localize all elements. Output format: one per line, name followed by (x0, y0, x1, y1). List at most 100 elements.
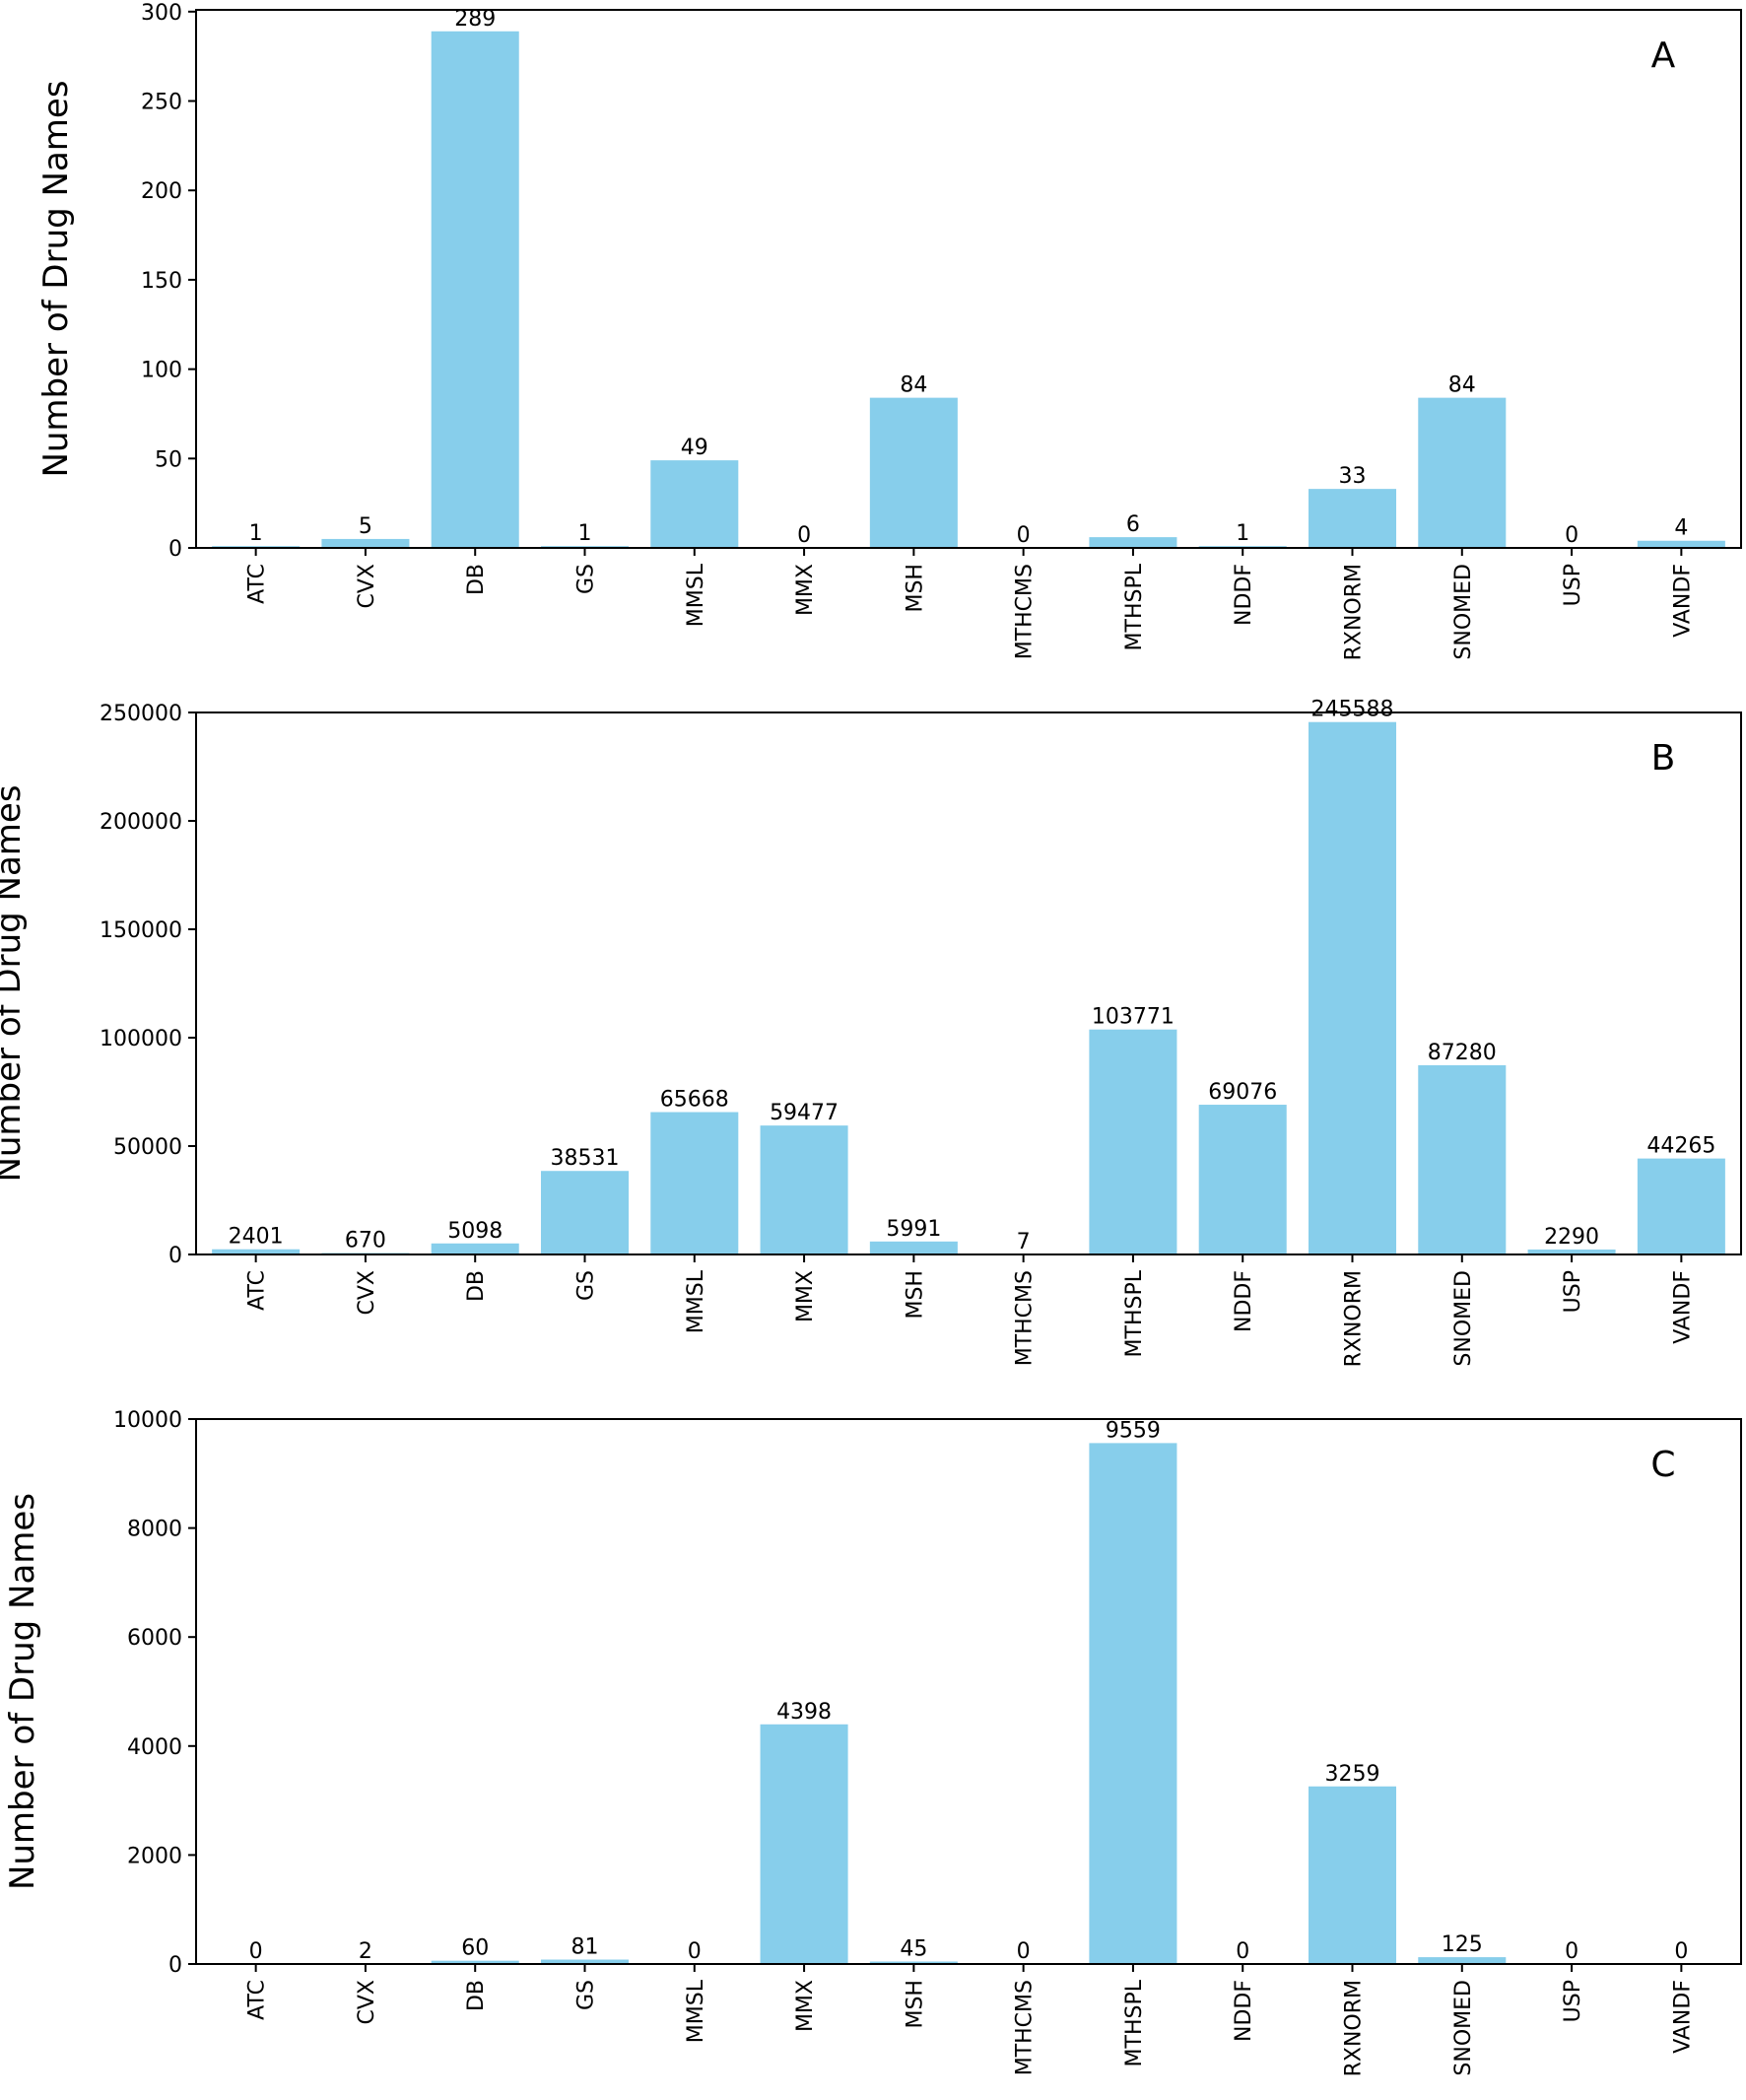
y-tick-label: 200000 (100, 810, 182, 835)
bar (1527, 1249, 1616, 1254)
x-tick-label: ATC (245, 564, 270, 604)
bar (760, 1125, 848, 1254)
data-label: 1 (249, 521, 263, 546)
panel-label: A (1651, 35, 1676, 76)
bar (540, 1171, 630, 1254)
data-label: 0 (1674, 1939, 1688, 1964)
data-label: 670 (345, 1229, 386, 1253)
data-label: 4398 (776, 1700, 832, 1725)
data-label: 2290 (1544, 1225, 1599, 1250)
x-tick-label: MTHSPL (1122, 1269, 1147, 1357)
x-tick-label: NDDF (1232, 1980, 1256, 2042)
y-tick-label: 250 (141, 91, 182, 115)
bar (1308, 721, 1397, 1254)
data-label: 84 (900, 373, 927, 398)
x-tick-label: NDDF (1232, 1270, 1256, 1332)
x-tick-label: RXNORM (1342, 1270, 1367, 1367)
x-tick-label: DB (464, 1980, 489, 2011)
chart-panel-c: 0 2 60 81 0 4398 45 0 9559 0 3259 125 0 0 0 2000 4000 600… (3, 1408, 1742, 2076)
panel-label: C (1650, 1445, 1675, 1485)
data-label: 1 (578, 521, 592, 546)
plot-frame (195, 711, 1742, 1255)
bar (321, 538, 410, 548)
y-tick-label: 10000 (113, 1408, 182, 1433)
bar (1308, 489, 1397, 548)
data-label: 103771 (1092, 1005, 1175, 1030)
x-tick-label: CVX (355, 1270, 379, 1315)
x-tick-label: DB (464, 564, 489, 595)
bar (212, 1249, 301, 1254)
x-tick-label: USP (1561, 1270, 1585, 1313)
x-tick-label: MSH (903, 1270, 927, 1320)
data-label: 69076 (1208, 1080, 1277, 1105)
data-label: 0 (1565, 1939, 1578, 1964)
x-tick-label: MSH (903, 1980, 927, 2029)
x-tick-label: VANDF (1670, 564, 1695, 638)
x-tick-label: MSH (903, 564, 927, 613)
y-tick-label: 8000 (127, 1518, 182, 1542)
data-label: 2 (359, 1939, 372, 1964)
x-tick-label: MTHSPL (1122, 1979, 1147, 2066)
data-label: 5098 (447, 1219, 503, 1244)
data-label: 0 (1565, 523, 1578, 548)
data-label: 38531 (551, 1146, 620, 1171)
x-tick-label: MMSL (684, 1269, 708, 1333)
y-tick-label: 200 (141, 179, 182, 204)
x-tick-label: GS (574, 1270, 599, 1301)
data-label: 125 (1442, 1932, 1483, 1957)
x-tick-label: MTHSPL (1122, 563, 1147, 650)
bar (760, 1724, 848, 1964)
data-label: 9559 (1106, 1418, 1161, 1443)
bar (1089, 537, 1177, 548)
data-label: 0 (1236, 1939, 1249, 1964)
x-tick-label: CVX (355, 564, 379, 608)
bar (431, 1243, 519, 1254)
x-tick-label: MMX (793, 1980, 818, 2032)
bar (1089, 1443, 1177, 1964)
x-tick-label: MTHCMS (1013, 1270, 1038, 1366)
plot-frame (195, 1418, 1742, 1965)
chart-panel-b: 2401 670 5098 38531 65668 59477 5991 7 103771 690… (0, 698, 1742, 1367)
x-tick-label: MTHCMS (1013, 564, 1038, 659)
data-label: 0 (1017, 523, 1031, 548)
x-tick-label: GS (574, 1980, 599, 2010)
data-label: 49 (681, 436, 708, 460)
x-tick-label: SNOMED (1451, 564, 1476, 660)
x-tick-label: ATC (245, 1270, 270, 1311)
y-tick-label: 50 (155, 447, 182, 472)
x-tick-label: USP (1561, 564, 1585, 606)
bar (1637, 1158, 1725, 1254)
x-tick-label: MMX (793, 1270, 818, 1322)
y-tick-label: 6000 (127, 1626, 182, 1651)
x-tick-label: CVX (355, 1980, 379, 2024)
data-label: 0 (1017, 1939, 1031, 1964)
data-label: 65668 (660, 1088, 729, 1113)
y-tick-label: 100000 (100, 1027, 182, 1051)
bar (869, 1961, 958, 1964)
bar (1308, 1786, 1397, 1964)
bar (1089, 1029, 1177, 1254)
x-tick-label: RXNORM (1342, 1980, 1367, 2076)
y-tick-label: 4000 (127, 1735, 182, 1760)
x-tick-label: USP (1561, 1980, 1585, 2022)
x-tick-label: RXNORM (1342, 564, 1367, 660)
x-tick-label: VANDF (1670, 1980, 1695, 2054)
plot-frame (195, 9, 1742, 549)
data-label: 0 (688, 1939, 702, 1964)
y-tick-label: 0 (168, 1953, 182, 1978)
bar (869, 1241, 958, 1254)
data-label: 3259 (1325, 1762, 1380, 1787)
bar (431, 1960, 519, 1964)
bar (431, 31, 519, 548)
y-axis-label: Number of Drug Names (36, 80, 76, 477)
data-label: 33 (1339, 464, 1367, 489)
x-tick-label: MMSL (684, 563, 708, 627)
data-label: 60 (461, 1936, 489, 1961)
x-tick-label: SNOMED (1451, 1980, 1476, 2076)
bar (540, 1959, 630, 1964)
data-label: 6 (1126, 512, 1140, 537)
data-label: 4 (1674, 516, 1688, 541)
y-tick-label: 250000 (100, 702, 182, 726)
